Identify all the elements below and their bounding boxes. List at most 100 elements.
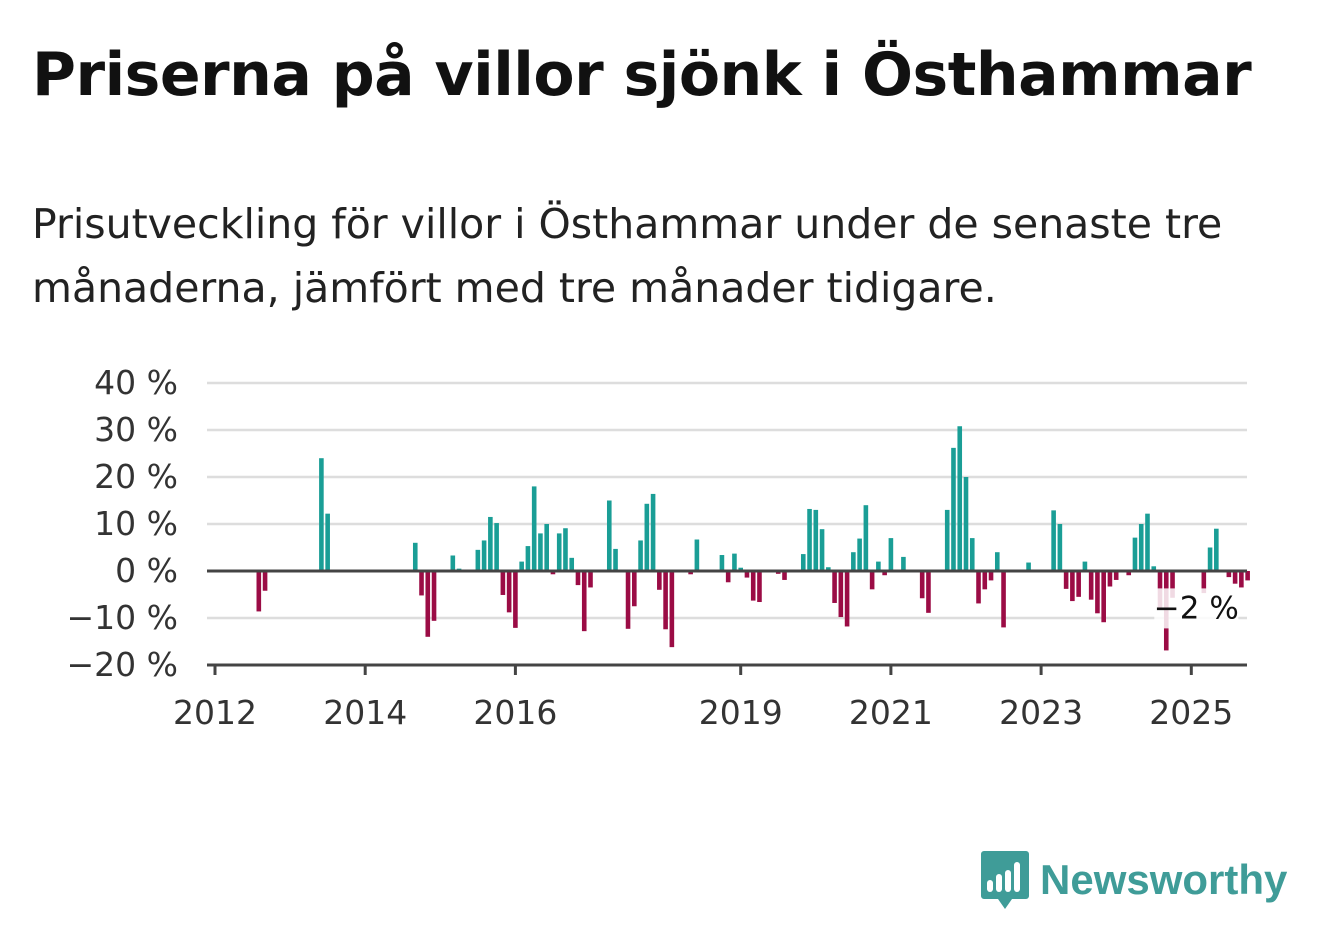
bar [1201,571,1207,594]
bar [969,538,975,571]
x-tick-label: 2023 [999,693,1083,732]
y-tick-label: −10 % [67,598,179,637]
annotation-label: −2 % [1154,590,1239,626]
bar [638,540,643,571]
chart-title: Priserna på villor sjönk i Östhammar [32,40,1252,110]
x-axis-ticks: 2012 2014 2016 2019 2021 2023 2025 [173,665,1233,732]
bar [663,571,668,630]
bar [262,571,268,591]
bar [613,548,618,571]
bar [644,503,650,571]
bar [1107,571,1113,587]
y-tick-label: 0 % [115,551,178,590]
bar [1245,571,1250,581]
bar [876,561,881,571]
bar [481,540,487,571]
bar [951,447,956,571]
brand-logo: Newsworthy [980,848,1287,912]
bar [882,571,887,576]
y-tick-label: −20 % [67,645,179,684]
bar [419,571,424,596]
bar [450,555,456,571]
y-tick-label: 20 % [94,457,178,496]
bar [944,509,950,571]
bar [1132,537,1138,571]
bar [738,567,743,571]
bar [757,571,762,603]
bar [926,571,931,613]
bar [1151,566,1157,571]
bar [988,571,994,581]
bar [1170,571,1175,598]
bar [1082,561,1088,571]
bar [719,555,725,571]
bar [544,524,549,571]
bar [851,552,856,571]
axes [207,569,1247,667]
bar [1226,571,1232,578]
y-tick-label: 10 % [94,504,178,543]
bar [412,542,418,571]
bar [581,571,587,632]
bar [963,477,969,571]
bar [725,571,731,583]
bar [807,508,812,571]
bar [625,571,631,629]
bars [256,426,1250,651]
bar [632,571,637,607]
chart-subtitle: Prisutveckling för villor i Östhammar un… [32,200,1223,312]
bar [494,523,499,571]
bar-chart: −20 %−10 %0 %10 %20 %30 %40 % 2012 2014 20… [67,363,1250,732]
bar [1101,571,1106,623]
x-tick-label: 2021 [849,693,933,732]
gridlines [207,381,1247,620]
bar [575,571,581,586]
bar [519,561,524,571]
bar [1026,562,1031,571]
bar [888,538,894,571]
bar [826,567,831,571]
bar [901,556,906,571]
bar [431,571,437,621]
x-tick-label: 2025 [1149,693,1233,732]
bar [1214,528,1219,571]
bar [694,539,700,571]
bar [982,571,988,590]
bar [657,571,662,590]
bar [1070,571,1075,602]
bar [857,538,862,571]
bar [500,571,506,595]
bar [813,509,819,571]
bar [1076,571,1081,597]
annotation-background [1154,588,1239,629]
bar [488,516,493,571]
bar [475,549,481,571]
bar [650,493,656,571]
bar [919,571,925,599]
annotations: −2 % [1154,588,1239,629]
bar [782,571,787,580]
bar [838,571,844,618]
bar [319,458,324,571]
x-tick-label: 2019 [699,693,783,732]
bar [869,571,875,590]
bar [844,571,850,627]
bar [1138,524,1144,571]
bar [531,486,537,571]
bar [976,571,981,604]
bar [1063,571,1069,589]
bar [525,546,531,571]
y-tick-label: 40 % [94,363,178,402]
bar [550,571,556,575]
bar [957,426,963,571]
bar [832,571,837,603]
bar [325,513,330,571]
bar [1001,571,1006,628]
bar [1207,547,1213,571]
bar [732,553,737,571]
bar [538,533,543,571]
bar [1232,571,1238,584]
bar [819,529,825,571]
bar [1057,524,1063,571]
bar [556,533,562,571]
